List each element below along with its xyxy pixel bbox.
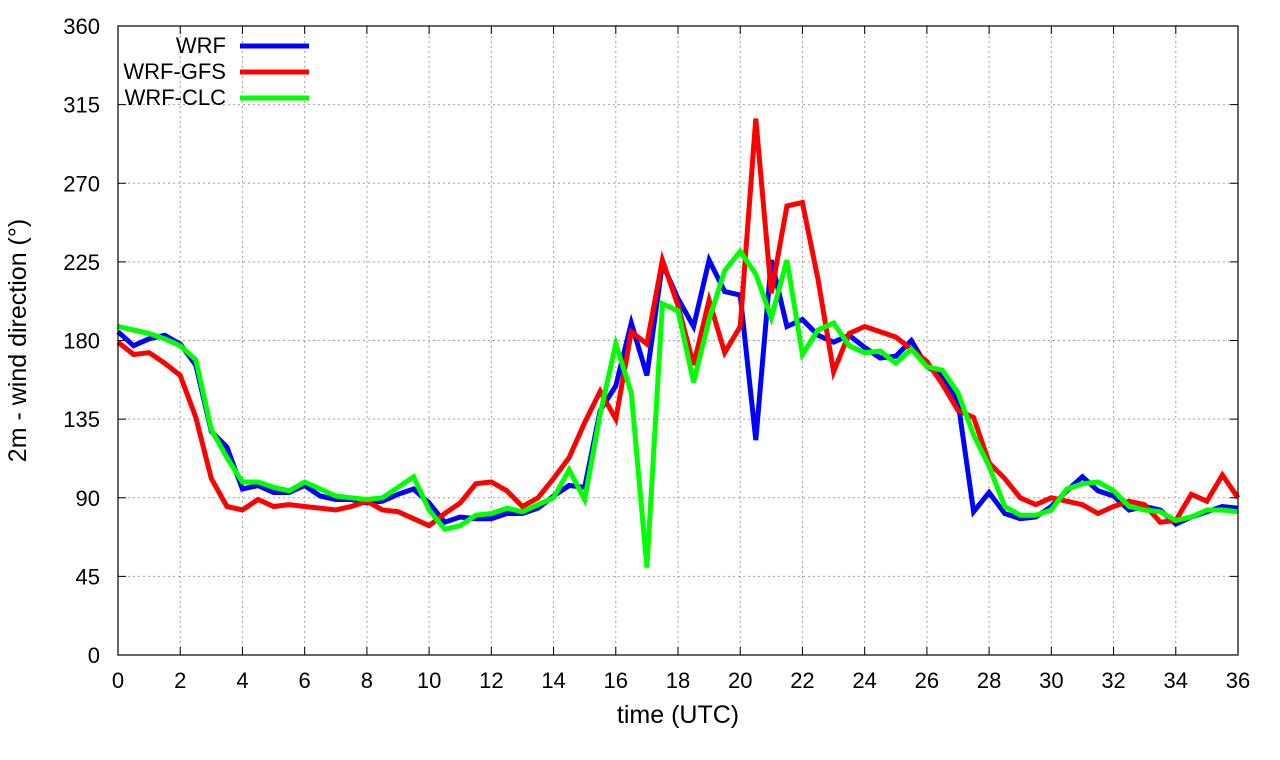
x-tick-label: 24 [852, 668, 876, 693]
x-tick-label: 8 [361, 668, 373, 693]
y-tick-label: 270 [63, 171, 100, 196]
y-tick-label: 225 [63, 250, 100, 275]
x-tick-label: 32 [1101, 668, 1125, 693]
x-axis-ticks: 0 2 4 6 8 10 12 14 16 18 20 22 24 26 28 30 32 34 36 [112, 26, 1250, 693]
legend-label: WRF-CLC [125, 85, 227, 110]
x-tick-label: 22 [790, 668, 814, 693]
y-axis-title: 2m - wind direction (°) [4, 219, 32, 462]
x-tick-label: 16 [604, 668, 628, 693]
x-tick-label: 36 [1226, 668, 1250, 693]
x-tick-label: 26 [915, 668, 939, 693]
legend-label: WRF-GFS [123, 59, 226, 84]
x-tick-label: 28 [977, 668, 1001, 693]
data-series [116, 118, 1241, 568]
y-axis-ticks: 0 45 90 135 180 225 270 315 360 [63, 14, 1238, 668]
x-tick-label: 14 [541, 668, 565, 693]
x-tick-label: 20 [728, 668, 752, 693]
x-tick-label: 12 [479, 668, 503, 693]
x-tick-label: 30 [1039, 668, 1063, 693]
x-tick-label: 18 [666, 668, 690, 693]
y-tick-label: 315 [63, 93, 100, 118]
y-tick-label: 45 [76, 564, 100, 589]
x-tick-label: 34 [1164, 668, 1188, 693]
series-line-wrf-clc [117, 247, 1239, 568]
x-tick-label: 10 [417, 668, 441, 693]
x-tick-label: 2 [174, 668, 186, 693]
gridlines [118, 26, 1238, 655]
y-tick-label: 180 [63, 329, 100, 354]
series-line-wrf-gfs [116, 118, 1241, 529]
y-tick-label: 135 [63, 407, 100, 432]
y-tick-label: 0 [88, 643, 100, 668]
y-tick-label: 360 [63, 14, 100, 39]
x-tick-label: 4 [236, 668, 248, 693]
x-axis-title: time (UTC) [617, 701, 739, 729]
x-tick-label: 6 [299, 668, 311, 693]
y-tick-label: 90 [76, 486, 100, 511]
legend-label: WRF [176, 33, 226, 58]
x-tick-label: 0 [112, 668, 124, 693]
